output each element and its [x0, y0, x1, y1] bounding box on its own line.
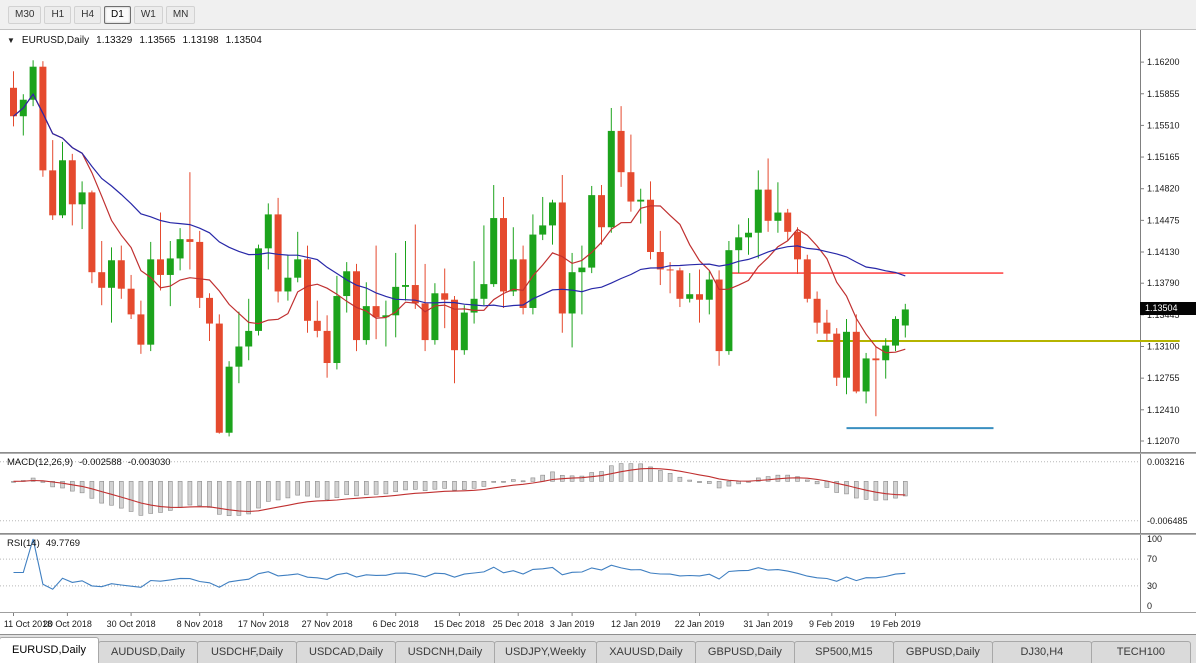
symbol-tab-usdjpy-weekly[interactable]: USDJPY,Weekly [494, 641, 597, 663]
timeframe-button-d1[interactable]: D1 [104, 5, 131, 24]
svg-text:25 Dec 2018: 25 Dec 2018 [493, 619, 544, 629]
symbol-tab-audusd-daily[interactable]: AUDUSD,Daily [98, 641, 198, 663]
svg-text:30: 30 [1147, 581, 1157, 591]
svg-text:1.13790: 1.13790 [1147, 278, 1180, 288]
svg-text:12 Jan 2019: 12 Jan 2019 [611, 619, 661, 629]
price-chart-panel[interactable]: 1.16200 1.15855 1.15510 1.15165 1.14820 1.144… [0, 30, 1196, 452]
svg-text:1.12410: 1.12410 [1147, 405, 1180, 415]
ohlc-high: 1.13565 [139, 35, 176, 46]
symbol-tab-gbpusd-daily-2[interactable]: GBPUSD,Daily [892, 641, 993, 663]
panel-divider[interactable] [0, 533, 1196, 535]
svg-text:1.14475: 1.14475 [1147, 215, 1180, 225]
svg-text:0: 0 [1147, 601, 1152, 611]
date-axis[interactable]: 11 Oct 2018 20 Oct 2018 30 Oct 2018 8 Nov 2… [0, 612, 1196, 634]
svg-text:-0.006485: -0.006485 [1147, 516, 1188, 526]
svg-text:1.14820: 1.14820 [1147, 184, 1180, 194]
chart-title: ▼ EURUSD,Daily 1.13329 1.13565 1.13198 1… [7, 35, 262, 47]
symbol-tab-gbpusd-daily[interactable]: GBPUSD,Daily [694, 641, 795, 663]
svg-text:31 Jan 2019: 31 Jan 2019 [743, 619, 793, 629]
timeframe-button-m30[interactable]: M30 [8, 5, 42, 24]
macd-value-signal: -0.003030 [127, 457, 171, 468]
svg-text:1.13100: 1.13100 [1147, 342, 1180, 352]
symbol-tab-dj30-h4[interactable]: DJ30,H4 [991, 641, 1092, 663]
panel-divider[interactable] [0, 452, 1196, 454]
timeframe-button-mn[interactable]: MN [165, 5, 196, 24]
ohlc-low: 1.13198 [182, 35, 219, 46]
chart-dropdown-icon[interactable]: ▼ [7, 36, 15, 45]
svg-text:0.003216: 0.003216 [1147, 457, 1185, 467]
symbol-tab-usdcad-daily[interactable]: USDCAD,Daily [296, 641, 396, 663]
timeframe-toolbar: M30 H1 H4 D1 W1 MN [0, 0, 1196, 30]
ohlc-open: 1.13329 [96, 35, 133, 46]
timeframe-button-h4[interactable]: H4 [74, 5, 102, 24]
rsi-panel[interactable]: 100 70 30 0 RSI(14) 49.7769 [0, 535, 1196, 612]
symbol-tab-sp500-m15[interactable]: SP500,M15 [793, 641, 894, 663]
svg-text:6 Dec 2018: 6 Dec 2018 [373, 619, 419, 629]
svg-text:70: 70 [1147, 554, 1157, 564]
svg-text:1.16200: 1.16200 [1147, 57, 1180, 67]
svg-text:27 Nov 2018: 27 Nov 2018 [302, 619, 353, 629]
macd-panel[interactable]: 0.003216 -0.006485 MACD(12,26,9) -0.00258… [0, 454, 1196, 533]
symbol-tab-eurusd-daily[interactable]: EURUSD,Daily [0, 637, 99, 663]
svg-text:1.15510: 1.15510 [1147, 120, 1180, 130]
timeframe-button-w1[interactable]: W1 [133, 5, 163, 24]
current-price-badge: 1.13504 [1140, 302, 1196, 316]
rsi-chart: 100 70 30 0 [0, 535, 1162, 612]
svg-text:11 Oct 2018: 11 Oct 2018 [4, 619, 52, 629]
candlestick-chart: 1.16200 1.15855 1.15510 1.15165 1.14820 1.144… [10, 30, 1180, 452]
symbol-label: EURUSD,Daily [21, 35, 90, 46]
svg-text:15 Dec 2018: 15 Dec 2018 [434, 619, 485, 629]
ohlc-close: 1.13504 [225, 35, 262, 46]
svg-text:1.12755: 1.12755 [1147, 373, 1180, 383]
symbol-tab-xauusd-daily[interactable]: XAUUSD,Daily [595, 641, 696, 663]
rsi-name: RSI(14) [7, 538, 40, 549]
macd-label: MACD(12,26,9) -0.002588 -0.003030 [7, 457, 171, 468]
svg-text:22 Jan 2019: 22 Jan 2019 [675, 619, 725, 629]
timeframe-button-h1[interactable]: H1 [44, 5, 72, 24]
svg-text:100: 100 [1147, 535, 1162, 544]
svg-text:1.15165: 1.15165 [1147, 152, 1180, 162]
svg-text:1.14130: 1.14130 [1147, 247, 1180, 257]
macd-name: MACD(12,26,9) [7, 457, 73, 468]
svg-text:1.15855: 1.15855 [1147, 89, 1180, 99]
svg-text:3 Jan 2019: 3 Jan 2019 [550, 619, 595, 629]
svg-text:19 Feb 2019: 19 Feb 2019 [870, 619, 921, 629]
svg-text:9 Feb 2019: 9 Feb 2019 [809, 619, 855, 629]
symbol-tabbar: EURUSD,Daily AUDUSD,Daily USDCHF,Daily U… [0, 634, 1196, 663]
symbol-tab-tech100[interactable]: TECH100 [1090, 641, 1191, 663]
rsi-value: 49.7769 [45, 538, 81, 549]
svg-text:17 Nov 2018: 17 Nov 2018 [238, 619, 289, 629]
macd-value-main: -0.002588 [79, 457, 122, 468]
svg-text:1.12070: 1.12070 [1147, 436, 1180, 446]
rsi-label: RSI(14) 49.7769 [7, 538, 80, 549]
svg-text:30 Oct 2018: 30 Oct 2018 [107, 619, 156, 629]
symbol-tab-usdchf-daily[interactable]: USDCHF,Daily [197, 641, 297, 663]
svg-text:8 Nov 2018: 8 Nov 2018 [177, 619, 223, 629]
svg-text:20 Oct 2018: 20 Oct 2018 [43, 619, 92, 629]
macd-chart: 0.003216 -0.006485 [0, 454, 1188, 533]
symbol-tab-usdcnh-daily[interactable]: USDCNH,Daily [395, 641, 495, 663]
